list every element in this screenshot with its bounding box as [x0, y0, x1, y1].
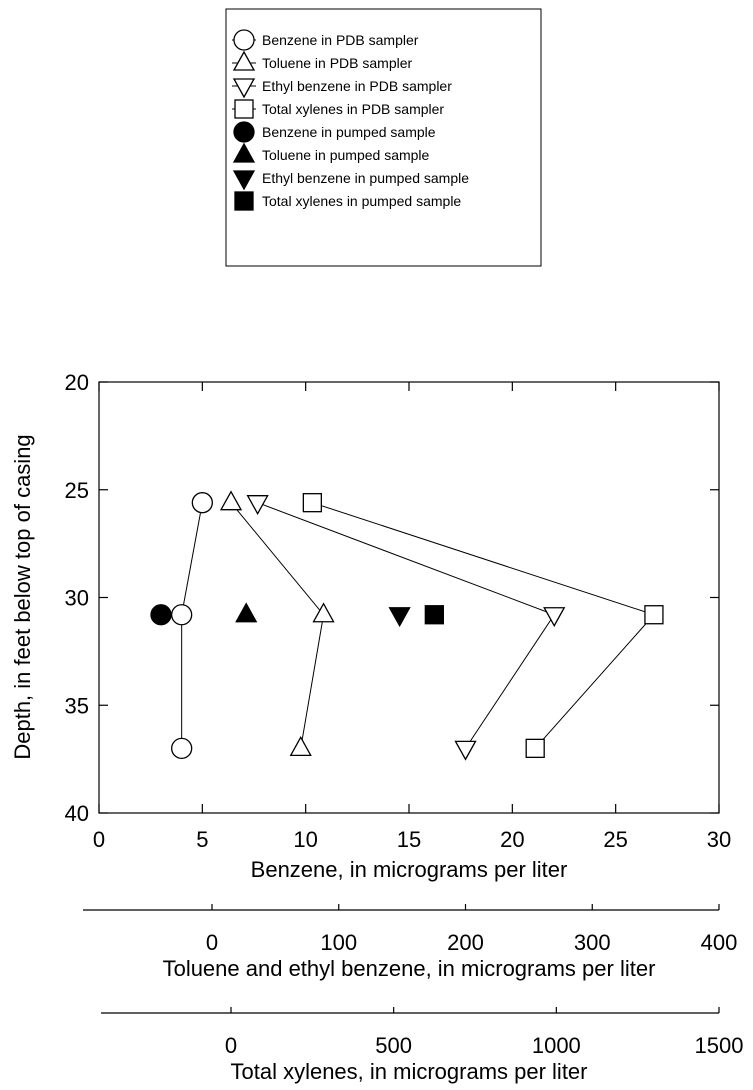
- data-point: [424, 605, 444, 625]
- x-tick-label: 15: [397, 827, 421, 852]
- legend-label: Ethyl benzene in pumped sample: [262, 170, 469, 186]
- legend-marker: [233, 29, 255, 51]
- legend-label: Total xylenes in PDB sampler: [262, 101, 444, 117]
- x-tick-label: 0: [206, 930, 218, 955]
- data-point: [289, 736, 312, 756]
- legend-marker: [232, 50, 256, 71]
- data-point: [219, 490, 243, 511]
- legend-marker: [232, 78, 256, 99]
- legend-box: [225, 8, 542, 267]
- data-point: [644, 605, 664, 625]
- data-point: [235, 602, 258, 623]
- x-tick-label: 400: [701, 930, 738, 955]
- data-point: [171, 604, 193, 626]
- x-axis-label: Total xylenes, in micrograms per liter: [230, 1059, 587, 1084]
- data-point: [388, 607, 411, 628]
- data-point: [191, 492, 213, 514]
- x-tick-label: 100: [320, 930, 357, 955]
- x-axis-label: Toluene and ethyl benzene, in micrograms…: [163, 956, 656, 981]
- data-point: [543, 607, 566, 628]
- data-point: [454, 740, 477, 761]
- x-tick-label: 200: [447, 930, 484, 955]
- legend-marker: [232, 142, 256, 163]
- x-tick-label: 5: [196, 827, 208, 852]
- series-line: [230, 502, 325, 749]
- x-axis-label: Benzene, in micrograms per liter: [251, 857, 568, 882]
- x-tick-label: 300: [574, 930, 611, 955]
- data-point: [150, 604, 172, 626]
- x-tick-label: 20: [500, 827, 524, 852]
- y-tick-label: 35: [65, 693, 89, 718]
- x-tick-label: 500: [375, 1033, 412, 1058]
- legend-label: Benzene in pumped sample: [262, 124, 436, 140]
- x-tick-label: 0: [225, 1033, 237, 1058]
- x-tick-label: 0: [93, 827, 105, 852]
- x-tick-label: 10: [293, 827, 317, 852]
- series-line: [257, 502, 555, 749]
- series-lines: [181, 502, 655, 749]
- legend-marker: [232, 170, 256, 191]
- data-point: [312, 602, 335, 623]
- y-tick-label: 40: [65, 801, 89, 826]
- legend-marker: [234, 99, 254, 119]
- series-line: [181, 502, 203, 749]
- x-axes: 0 5 10 15 20 25 30 Benzene, in micrograms per l…: [83, 382, 743, 1084]
- legend-label: Ethyl benzene in PDB sampler: [262, 78, 452, 94]
- y-tick-label: 25: [65, 478, 89, 503]
- legend-label: Benzene in PDB sampler: [262, 32, 419, 48]
- x-tick-label: 1500: [695, 1033, 744, 1058]
- legend-label: Total xylenes in pumped sample: [262, 193, 461, 209]
- legend-marker: [234, 191, 254, 211]
- data-point: [246, 495, 269, 516]
- data-point: [525, 738, 545, 758]
- legend-label: Toluene in pumped sample: [262, 147, 430, 163]
- y-axis-label: Depth, in feet below top of casing: [10, 434, 35, 759]
- legend: Benzene in PDB sampler Toluene in PDB sam…: [232, 29, 469, 211]
- x-tick-label: 30: [707, 827, 731, 852]
- legend-marker: [233, 121, 255, 143]
- data-point: [171, 737, 193, 759]
- x-tick-label: 25: [603, 827, 627, 852]
- series-markers: [150, 490, 664, 761]
- data-point: [302, 493, 322, 513]
- series-line: [312, 502, 655, 749]
- x-tick-label: 1000: [532, 1033, 581, 1058]
- legend-label: Toluene in PDB sampler: [262, 55, 413, 71]
- y-tick-label: 20: [65, 370, 89, 395]
- y-axis: 20 25 30 35 40: [65, 370, 719, 826]
- y-tick-label: 30: [65, 586, 89, 611]
